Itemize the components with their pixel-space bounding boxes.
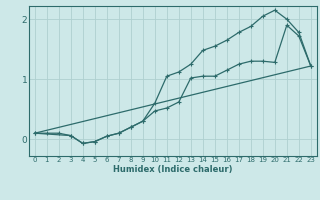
X-axis label: Humidex (Indice chaleur): Humidex (Indice chaleur) [113, 165, 233, 174]
